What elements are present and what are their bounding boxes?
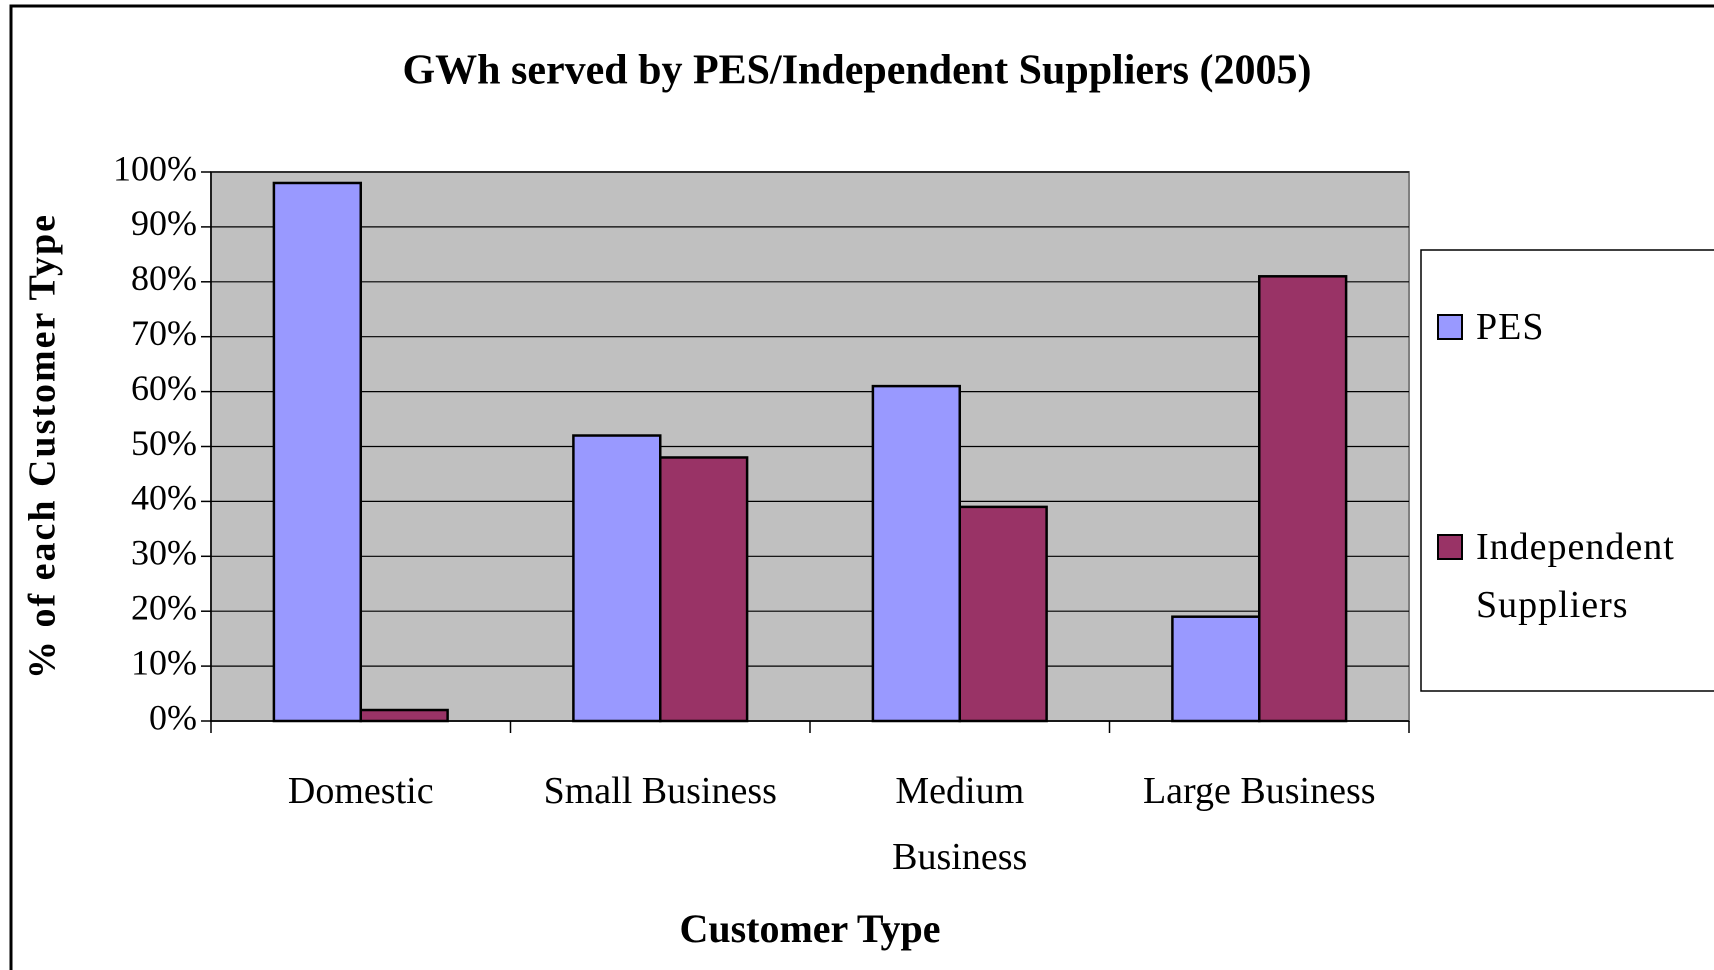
y-tick-label: 100%: [113, 148, 197, 188]
y-tick-label: 60%: [131, 368, 197, 408]
y-tick-label: 80%: [131, 258, 197, 298]
legend-label: Independent Suppliers: [1476, 526, 1675, 626]
y-axis-label: % of each Customer Type: [22, 213, 64, 679]
y-tick-label: 30%: [131, 533, 197, 573]
bar: [272, 181, 362, 723]
bar: [1258, 275, 1348, 723]
y-tick-label: 90%: [131, 203, 197, 243]
x-tick-label: Large Business: [1142, 770, 1376, 812]
y-tick-label: 70%: [131, 313, 197, 353]
bar: [659, 456, 749, 723]
chart-title: GWh served by PES/Independent Suppliers …: [403, 48, 1312, 94]
y-tick-label: 10%: [131, 642, 197, 682]
legend-swatch: [1437, 534, 1463, 560]
y-tick-label: 0%: [149, 697, 197, 737]
y-tick-label: 50%: [131, 423, 197, 463]
x-tick-label: Medium Business: [892, 770, 1028, 878]
x-tick-label: Small Business: [543, 770, 777, 812]
bar: [572, 434, 662, 723]
bar: [359, 708, 449, 723]
legend-label: PES: [1476, 306, 1545, 348]
legend-swatch: [1437, 314, 1463, 340]
legend-box: [1420, 249, 1714, 692]
bar: [1171, 615, 1261, 723]
x-axis-label: Customer Type: [679, 906, 940, 951]
bar: [871, 384, 962, 723]
y-tick-label: 20%: [131, 587, 197, 627]
y-tick-label: 40%: [131, 478, 197, 518]
x-tick-label: Domestic: [287, 770, 434, 812]
chart-border: [9, 4, 1714, 970]
bar: [958, 505, 1048, 723]
